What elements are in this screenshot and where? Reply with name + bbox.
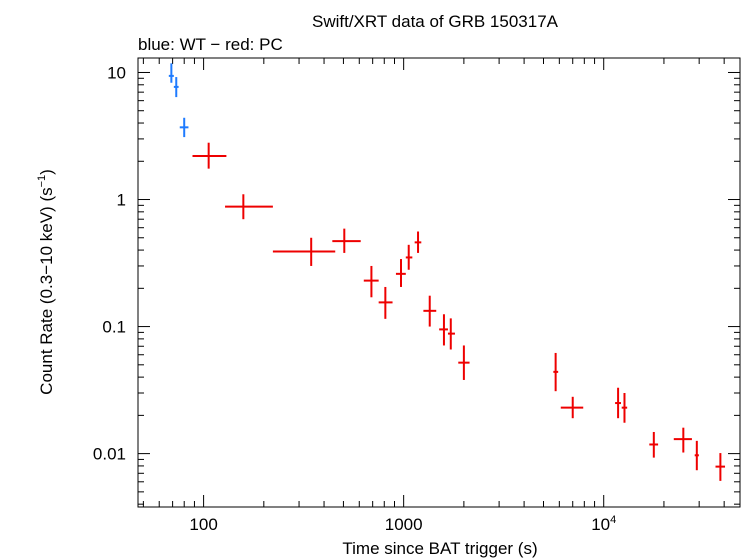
data-point [423,295,437,327]
y-tick-label: 0.1 [102,318,126,337]
data-point [621,392,628,423]
data-point [272,237,336,266]
y-axis-label-sup: −1 [36,175,48,188]
data-point [615,387,621,419]
x-tick-label-base: 1000 [385,515,423,534]
x-tick-label-base: 100 [189,515,217,534]
data-point [225,194,273,220]
data-point [694,440,699,471]
data-point [395,259,406,287]
data-point [192,142,227,169]
data-point [405,244,413,270]
y-tick-label: 0.01 [93,445,126,464]
y-axis-label-main: Count Rate (0.3−10 keV) (s [37,187,56,394]
data-point [447,318,455,350]
data-point [715,453,726,481]
y-tick-label: 10 [107,63,126,82]
x-tick-label: 100 [189,515,217,534]
data-point [179,117,189,138]
data-point [332,228,361,253]
data-point [649,431,659,458]
x-tick-label-sup: 4 [610,514,616,526]
data-point [560,396,584,419]
chart-title: Swift/XRT data of GRB 150317A [312,12,559,31]
x-tick-label: 104 [591,514,616,534]
y-axis-label-end: ) [37,169,56,175]
plot-frame [137,57,741,508]
data-point [414,231,422,253]
data-point [458,345,470,380]
data-points [168,63,726,481]
chart-subtitle: blue: WT − red: PC [138,35,283,54]
data-point [168,63,174,83]
x-axis-label: Time since BAT trigger (s) [342,539,537,558]
data-point [363,265,379,298]
data-point [439,314,448,346]
x-tick-label-base: 10 [591,515,610,534]
x-tick-label: 1000 [385,515,423,534]
data-point [378,286,393,319]
data-point [673,427,692,453]
data-point [173,77,179,98]
data-point [553,352,559,392]
y-axis-label: Count Rate (0.3−10 keV) (s−1) [36,169,56,395]
y-tick-label: 1 [117,191,126,210]
